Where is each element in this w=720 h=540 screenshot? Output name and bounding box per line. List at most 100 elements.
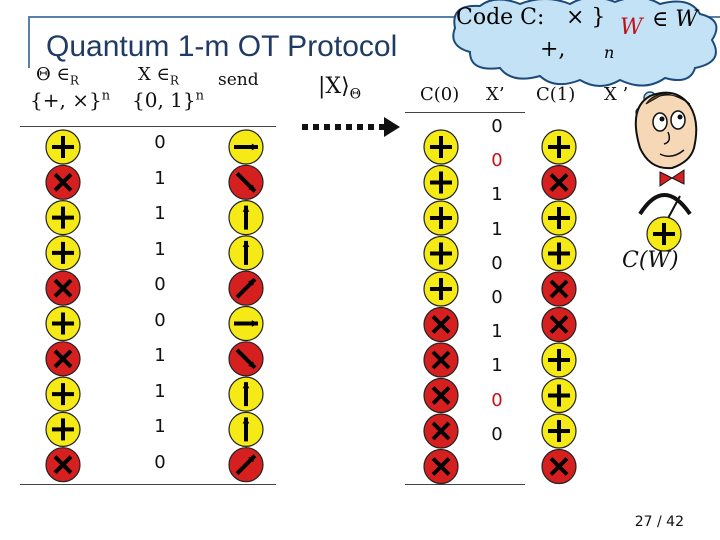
alice-state-6-arrow-head [248,361,255,368]
cloud-w-text: W [620,15,645,40]
bob-c0-5-d2-stroke [431,315,451,334]
bob-c1-1 [541,164,577,201]
alice-state-2 [228,200,264,236]
alice-bit: 1 [154,167,166,189]
alice-basis-7 [45,376,81,412]
left-table-bottom-rule [20,484,276,485]
bob-nose [663,131,671,145]
alice-bit: 0 [154,132,166,153]
bob-xprime-bit: 0 [491,150,503,172]
alice-bit: 0 [154,274,166,295]
bob-xprime-bit: 0 [491,252,503,274]
alice-state-3-arrow-head [242,240,250,248]
alice-bit: 1 [154,416,166,437]
alice-bit: 1 [154,238,166,260]
x-header: X ∈R [138,64,179,88]
bob-c1-5 [541,306,577,343]
alice-basis-4-d2-stroke [53,278,73,298]
cloud-belongs-text: ∈ W [652,7,700,32]
bob-c1-3 [541,235,577,272]
alice-state-7-arrow-head [242,382,250,389]
bob-left-pupil [659,116,665,122]
theta-set-exp: n [101,88,111,104]
alice-state-5-arrow-head [251,320,258,327]
bob-c0-7-d2-stroke [431,386,451,405]
alice-bit: 0 [154,309,166,331]
bob-bowtie [659,169,685,187]
alice-state-9-arrow-head [248,455,255,463]
bob-c1-9-d2-stroke [549,457,569,476]
ket-x-sub: Θ [349,86,362,103]
xprime2-header: X ’ [604,84,629,105]
bob-c0-2 [423,200,459,236]
alice-basis-9 [45,447,81,483]
page-number: 27 / 42 [634,514,684,530]
theta-header-label: Θ ∈ [36,64,70,85]
bob-c0-5 [423,306,459,343]
cloud-n-text: n [604,43,614,62]
bob-c1-5-d2-stroke [549,315,569,334]
x-set-label: {0, 1} [132,88,196,112]
alice-state-0 [228,129,264,165]
bob-avatar [634,91,698,187]
bob-c1-6 [541,342,577,378]
alice-basis-1-d2-stroke [53,172,73,192]
bob-hair [645,93,691,105]
bob-xprime-bit: 0 [491,423,503,445]
x-set: {0, 1}n [132,88,204,112]
cloud-shape [452,0,718,87]
alice-state-6 [228,341,264,377]
title-frame-top [28,16,720,18]
theta-set-label: {+, ×} [30,88,102,112]
bob-left-eye [652,112,668,132]
alice-state-1-arrow-head [248,184,255,192]
alice-bit: 1 [154,345,166,366]
alice-bit: 1 [154,203,166,224]
bob-xprime-column: 0 0 1 1 0 0 1 1 0 0 [485,0,509,540]
bob-c0-9-d2-stroke [431,457,451,476]
bob-xprime-bit: 1 [491,355,503,377]
alice-bit: 0 [154,451,166,473]
measurement-basis [646,216,682,252]
bob-c0-7 [423,377,459,414]
bob-xprime-bit: 1 [491,184,503,206]
bob-xprime-bit: 0 [491,287,503,308]
bob-c0-4 [423,271,459,307]
bob-c0-8 [423,413,459,449]
bob-c1-8 [541,413,577,449]
x-header-label: X ∈ [138,64,170,85]
bob-c0-0 [423,129,459,165]
ket-x-label: |X⟩Θ [318,74,361,102]
bob-c1-2 [541,200,577,236]
title-frame-left [28,16,30,68]
slide-title: Quantum 1-m OT Protocol [46,30,398,63]
c1-header: C(1) [536,84,576,105]
theta-set: {+, ×}n [30,88,110,112]
bob-c0-9 [423,448,459,485]
alice-state-4 [228,270,264,306]
alice-state-9 [228,447,264,483]
theta-header: Θ ∈R [36,64,79,88]
alice-basis-3 [45,235,81,271]
bob-c1-4-d2-stroke [549,279,569,299]
bob-xprime-bit: 1 [491,321,503,343]
bob-c0-6-d2-stroke [431,350,451,370]
alice-state-4-arrow-head [248,279,255,286]
bob-c0-8-d2-stroke [431,421,451,441]
bob-right-pupil [677,114,683,120]
x-header-sub: R [169,73,179,88]
alice-state-3 [228,235,264,271]
alice-basis-5 [45,305,81,342]
measurement-arc [638,193,692,216]
ket-x-text: |X⟩ [318,74,350,99]
bob-c0-1 [423,164,459,201]
alice-bit: 1 [154,380,166,402]
bob-xprime-bit: 0 [491,389,503,411]
bob-mouth [659,149,685,157]
alice-basis-6 [45,341,81,377]
x-set-exp: n [195,88,204,104]
cloud-set-text: × } [566,5,605,30]
alice-basis-1 [45,164,81,200]
send-header: send [218,70,259,90]
